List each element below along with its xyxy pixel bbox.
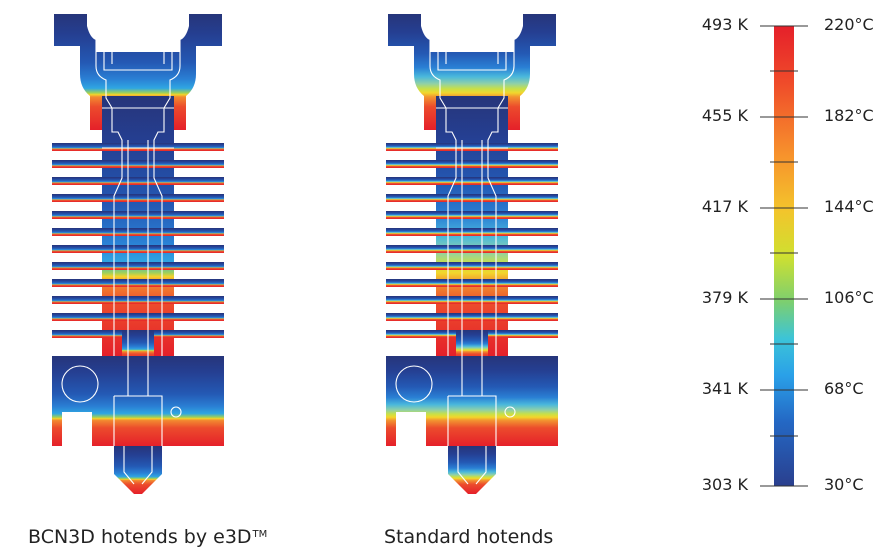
kelvin-label: 379 K xyxy=(701,288,748,307)
kelvin-label: 455 K xyxy=(701,106,748,125)
standard-hotend-caption: Standard hotends xyxy=(384,526,554,548)
bcn3d-hotend-caption: BCN3D hotends by e3DTM xyxy=(28,526,268,548)
kelvin-label: 341 K xyxy=(701,379,748,398)
bcn3d-hotend xyxy=(52,13,224,494)
trademark-mark: TM xyxy=(252,529,268,540)
temperature-scale xyxy=(760,25,808,487)
kelvin-label: 417 K xyxy=(701,197,748,216)
celsius-label: 182°C xyxy=(824,106,874,125)
kelvin-label: 303 K xyxy=(701,475,748,494)
celsius-label: 106°C xyxy=(824,288,874,307)
celsius-label: 220°C xyxy=(824,15,874,34)
scale-ticks xyxy=(760,25,808,487)
kelvin-label: 493 K xyxy=(701,15,748,34)
celsius-label: 68°C xyxy=(824,379,864,398)
standard-hotend xyxy=(386,13,558,494)
scale-gradient-bar xyxy=(774,26,794,486)
celsius-label: 30°C xyxy=(824,475,864,494)
celsius-label: 144°C xyxy=(824,197,874,216)
